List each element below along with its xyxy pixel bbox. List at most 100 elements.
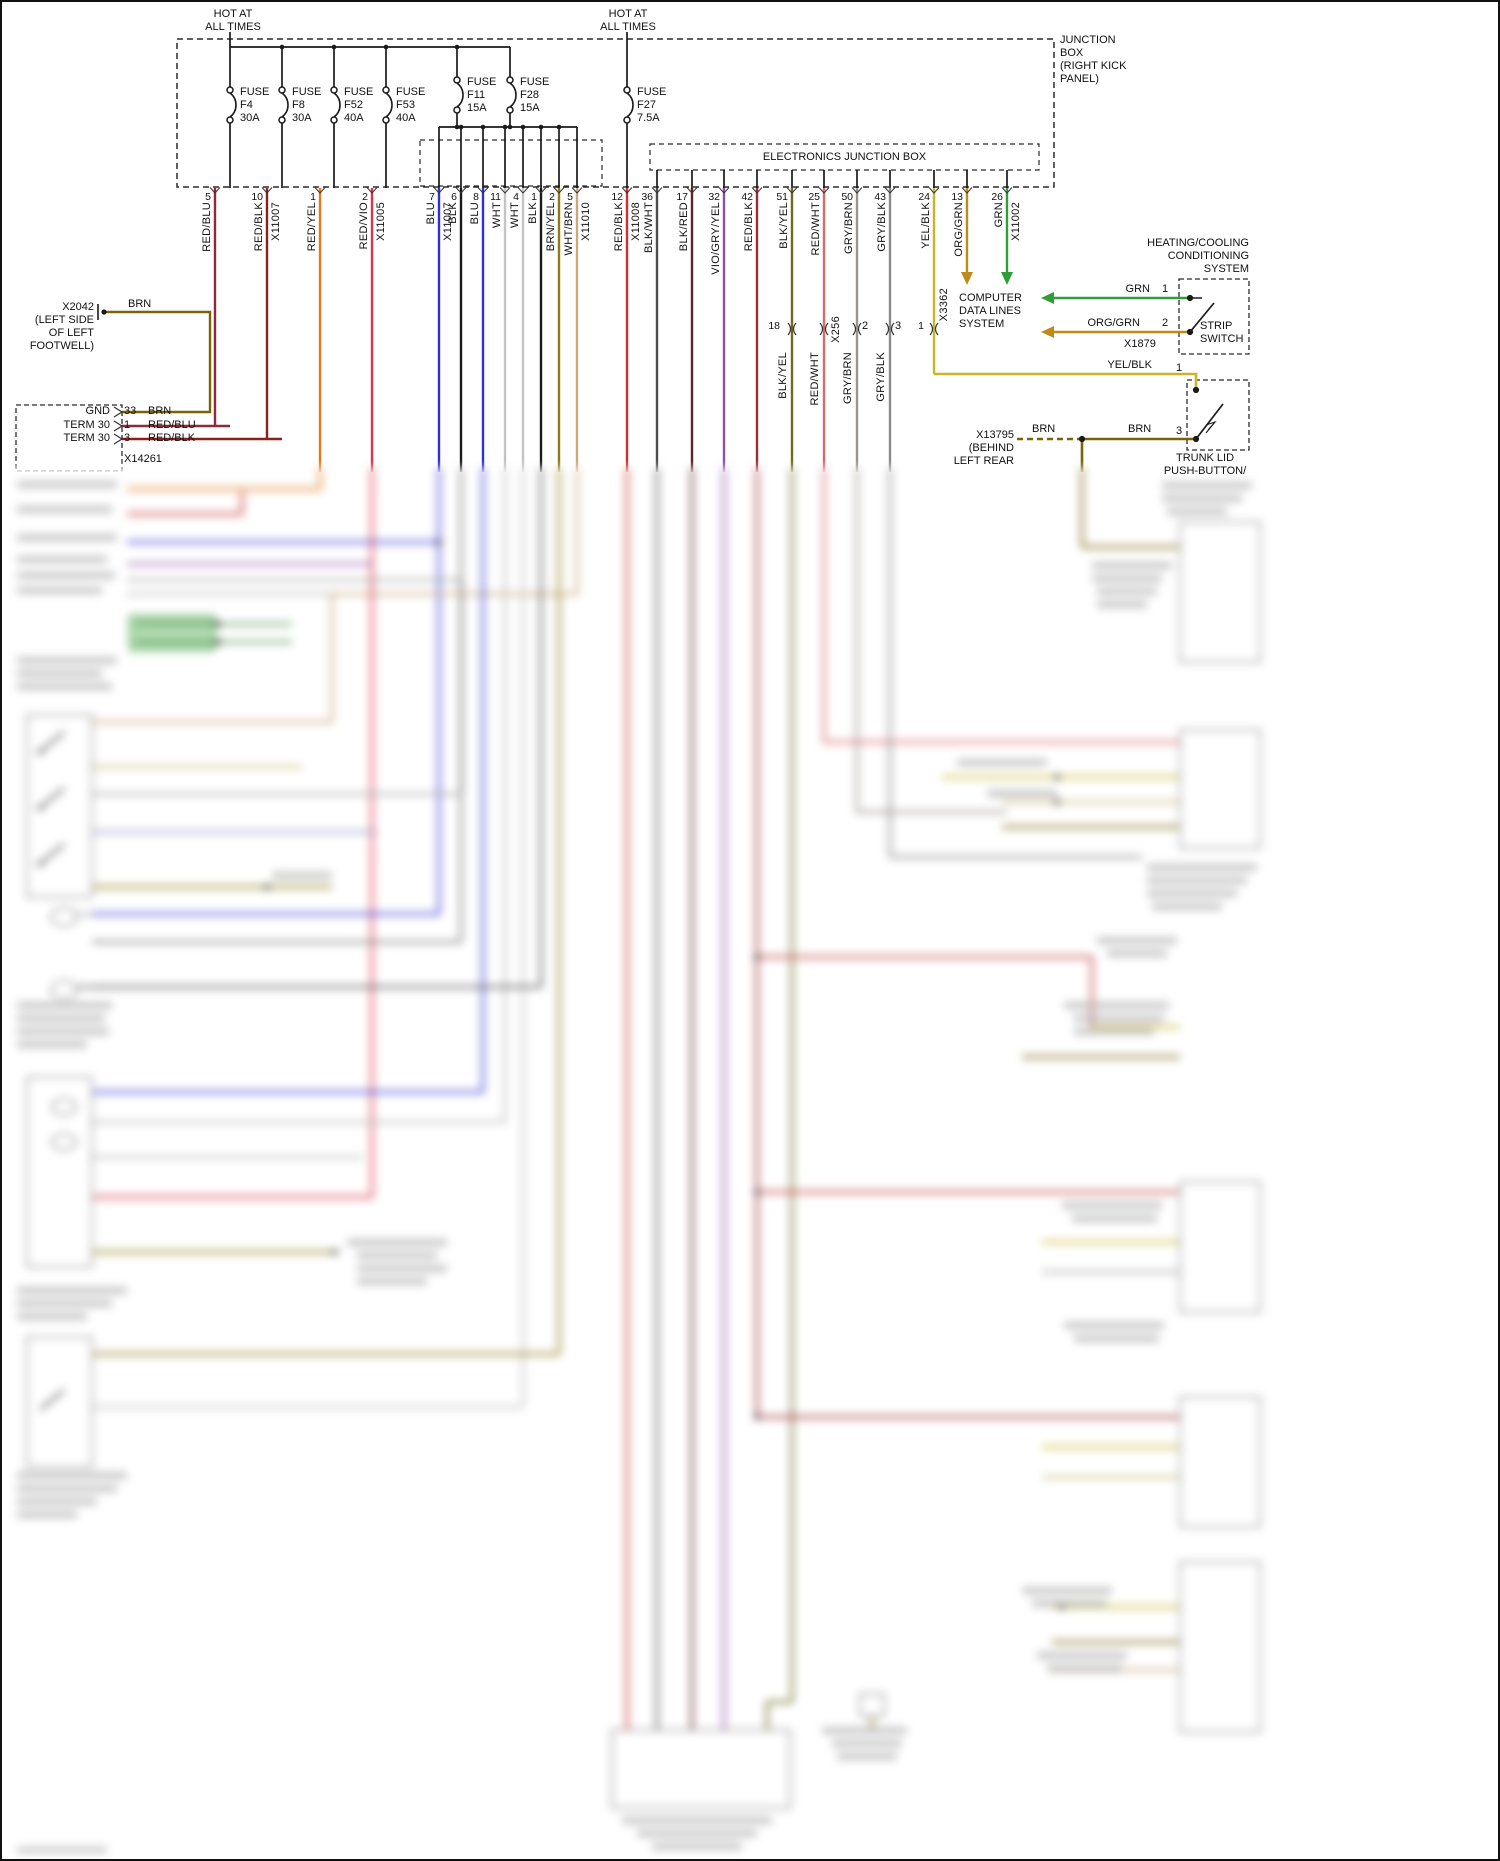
fuse-element-icon xyxy=(626,92,634,118)
left-arrow-icon xyxy=(1041,292,1054,304)
pin-number-label: 2 xyxy=(362,191,368,203)
label-line: (BEHIND xyxy=(968,442,1014,454)
label-line: F28 xyxy=(520,89,539,101)
ground-row-name: TERM 30 xyxy=(63,432,110,444)
label-line: 15A xyxy=(467,102,487,114)
pin-number-label: 2 xyxy=(549,191,555,203)
label-line: SYSTEM xyxy=(1203,263,1249,275)
label-line: JUNCTION xyxy=(1060,34,1116,46)
fuse-element-icon xyxy=(229,92,237,118)
label-line: 30A xyxy=(240,112,260,124)
label-line: COMPUTER xyxy=(959,292,1022,304)
diagram-linework-blurred xyxy=(17,468,1261,1853)
pin-number-label: 50 xyxy=(841,191,853,203)
label-line: 15A xyxy=(520,102,540,114)
pin-number-label: 6 xyxy=(451,191,457,203)
wire-color-label-grn: GRN xyxy=(1125,283,1150,295)
fuse-element-icon xyxy=(509,82,517,108)
ground-row-wire: RED/BLU xyxy=(148,419,196,431)
pin-number-label: 11 xyxy=(490,191,501,203)
x256-pin-number: 3 xyxy=(895,320,902,332)
fuse-element-icon xyxy=(333,92,341,118)
computer-data-lines-label: COMPUTER DATA LINES SYSTEM xyxy=(959,292,1022,331)
fuse-label: FUSE F8 30A xyxy=(292,86,321,125)
pin-bracket-icon xyxy=(535,187,547,194)
ground-row-wire: BRN xyxy=(148,405,172,417)
hot-at-all-times-label-1: HOT AT ALL TIMES xyxy=(197,8,269,34)
label-line: 30A xyxy=(292,112,312,124)
strip-switch-box xyxy=(1178,278,1250,355)
ground-row-pin: 33 xyxy=(124,405,137,417)
wire-color-label: BLK/YEL xyxy=(778,202,790,249)
pin-bracket-icon xyxy=(261,187,273,194)
fuse-label: FUSE F28 15A xyxy=(520,76,549,115)
strip-switch-symbol xyxy=(1186,294,1215,336)
label-line: PUSH-BUTTON/ xyxy=(1163,465,1247,477)
label-line: FUSE xyxy=(240,86,270,98)
pin-number-label: 51 xyxy=(776,191,788,203)
label-line: 40A xyxy=(396,112,416,124)
connector-label-x2042: X2042 (LEFT SIDE OF LEFT FOOTWELL) xyxy=(20,301,94,353)
fuse-label: FUSE F53 40A xyxy=(396,86,425,125)
label-line: (RIGHT KICK xyxy=(1060,60,1127,72)
wire-color-label: GRY/BLK xyxy=(876,202,888,252)
wire-color-label: RED/WHT xyxy=(809,352,821,406)
trunk-switch-pin1: 1 xyxy=(1176,362,1183,374)
bus-junction-dots xyxy=(279,44,562,130)
pin-number-label: 32 xyxy=(708,191,720,203)
pin-bracket-icon xyxy=(455,187,467,194)
pin-number-label: 1 xyxy=(531,191,537,203)
fuse-terminal xyxy=(453,106,461,114)
hvac-wires xyxy=(1052,296,1188,334)
connector-label: X11002 xyxy=(1010,202,1022,241)
ground-row-name: TERM 30 xyxy=(63,419,110,431)
fuse-terminal xyxy=(382,116,390,124)
label-line: STRIP xyxy=(1200,320,1233,332)
label-line: X13795 xyxy=(976,429,1014,441)
computer-data-arrow-icons xyxy=(961,272,1054,338)
wire-color-label: GRY/BRN xyxy=(842,352,854,405)
wire-color-label: BLK xyxy=(527,202,539,224)
fuse-terminal xyxy=(382,86,390,94)
wire-color-label-brn: BRN xyxy=(128,298,152,310)
fuse-element-icon xyxy=(456,82,464,108)
x256-pin-number: 18 xyxy=(768,320,780,332)
pin-bracket-icon xyxy=(209,187,221,194)
label-line: ALL TIMES xyxy=(600,21,656,33)
fuse-terminal xyxy=(506,106,514,114)
blur-junction-dots xyxy=(37,539,1065,1610)
wire-color-label: RED/VIO xyxy=(358,202,370,250)
pin-bracket-icon xyxy=(686,187,698,194)
wire-color-label: BLK/YEL xyxy=(777,352,789,399)
wire-color-label: YEL/BLK xyxy=(920,202,932,249)
fuse-terminal xyxy=(623,116,631,124)
wire-color-label: RED/BLK xyxy=(613,202,625,252)
fuse-terminal xyxy=(330,86,338,94)
fuse-label: FUSE F27 7.5A xyxy=(637,86,666,125)
wire-color-label: GRY/BRN xyxy=(843,202,855,255)
ground-box-pin-brackets xyxy=(113,406,124,445)
connector-label-x256: X256 xyxy=(830,316,842,343)
strip-switch-pin1: 1 xyxy=(1162,283,1169,295)
power-bus-lines xyxy=(229,32,1008,188)
connector-label: X11010 xyxy=(580,202,592,241)
blur-wire-runs xyxy=(77,468,1180,1730)
label-line: 40A xyxy=(344,112,364,124)
label-line: F4 xyxy=(240,99,253,111)
ground-row-pin: 3 xyxy=(124,432,131,444)
fuse-terminal xyxy=(453,76,461,84)
pin-bracket-icon xyxy=(651,187,663,194)
pin-wires xyxy=(209,76,1013,472)
electronics-junction-box-label: ELECTRONICS JUNCTION BOX xyxy=(650,151,1039,164)
pin-number-label: 17 xyxy=(676,191,688,203)
fuse-terminal xyxy=(226,116,234,124)
label-line: HOT AT xyxy=(213,8,253,20)
pin-bracket-icon xyxy=(571,187,583,194)
pin-bracket-icon xyxy=(961,187,973,194)
label-line: HOT AT xyxy=(608,8,648,20)
wire-color-label: BLK/RED xyxy=(678,202,690,252)
fuse-terminal xyxy=(278,116,286,124)
label-line: 7.5A xyxy=(637,112,660,124)
fuse-terminal xyxy=(278,86,286,94)
pin-bracket-icon xyxy=(718,187,730,194)
